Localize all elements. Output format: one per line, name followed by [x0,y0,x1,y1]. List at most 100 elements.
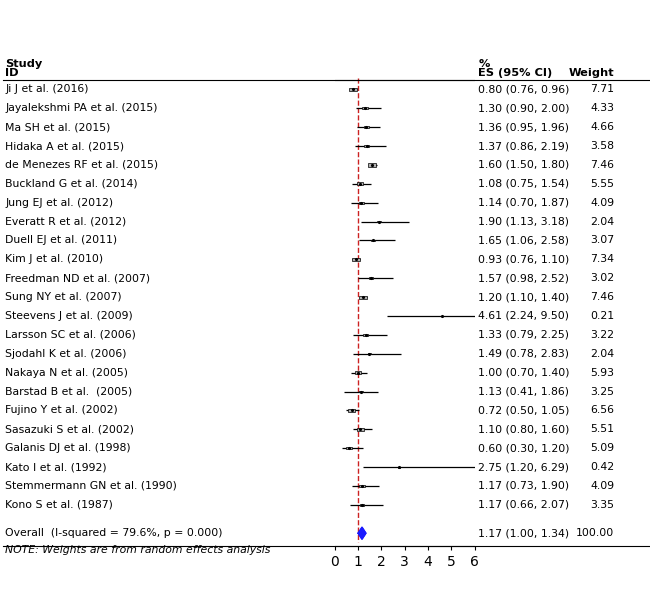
Bar [348,409,355,412]
Bar [363,334,368,336]
Bar [359,202,364,204]
Text: Study: Study [5,59,42,69]
Text: 7.71: 7.71 [590,84,614,94]
Text: %: % [478,59,490,69]
Text: Sasazuki S et al. (2002): Sasazuki S et al. (2002) [5,424,134,434]
Text: Jung EJ et al. (2012): Jung EJ et al. (2012) [5,197,113,208]
Bar [369,277,374,279]
Text: 1.17 (0.66, 2.07): 1.17 (0.66, 2.07) [478,500,569,510]
Text: 1.37 (0.86, 2.19): 1.37 (0.86, 2.19) [478,141,569,151]
Text: 2.04: 2.04 [590,216,614,226]
Text: 0.60 (0.30, 1.20): 0.60 (0.30, 1.20) [478,443,570,453]
Text: 1.17 (1.00, 1.34): 1.17 (1.00, 1.34) [478,528,569,538]
Text: 1.33 (0.79, 2.25): 1.33 (0.79, 2.25) [478,330,569,340]
Text: ID: ID [5,68,19,78]
Bar [368,164,376,167]
Text: 100.00: 100.00 [576,528,614,538]
Text: 0.72 (0.50, 1.05): 0.72 (0.50, 1.05) [478,405,570,416]
Bar [352,258,360,261]
Text: 1.49 (0.78, 2.83): 1.49 (0.78, 2.83) [478,349,569,359]
Text: 5.51: 5.51 [590,424,614,434]
Text: 1.13 (0.41, 1.86): 1.13 (0.41, 1.86) [478,387,569,397]
Text: 1.57 (0.98, 2.52): 1.57 (0.98, 2.52) [478,273,569,284]
Text: Overall  (I-squared = 79.6%, p = 0.000): Overall (I-squared = 79.6%, p = 0.000) [5,528,223,538]
Text: 0.21: 0.21 [590,311,614,321]
Bar [349,88,358,91]
Text: Kato I et al. (1992): Kato I et al. (1992) [5,462,107,472]
Bar [362,107,368,109]
Text: 4.09: 4.09 [590,197,614,208]
Text: 1.08 (0.75, 1.54): 1.08 (0.75, 1.54) [478,179,569,189]
Text: 3.35: 3.35 [590,500,614,510]
Text: ES (95% CI): ES (95% CI) [478,68,552,78]
Text: Sung NY et al. (2007): Sung NY et al. (2007) [5,292,122,302]
Text: Hidaka A et al. (2015): Hidaka A et al. (2015) [5,141,124,151]
Text: Ji J et al. (2016): Ji J et al. (2016) [5,84,88,94]
Bar [355,371,361,374]
Bar [346,447,352,450]
Text: Jayalekshmi PA et al. (2015): Jayalekshmi PA et al. (2015) [5,103,158,113]
Text: Larsson SC et al. (2006): Larsson SC et al. (2006) [5,330,136,340]
Text: 5.55: 5.55 [590,179,614,189]
Polygon shape [358,527,366,539]
Text: 0.42: 0.42 [590,462,614,472]
Text: 3.58: 3.58 [590,141,614,151]
Text: Stemmermann GN et al. (1990): Stemmermann GN et al. (1990) [5,481,177,491]
Text: 1.36 (0.95, 1.96): 1.36 (0.95, 1.96) [478,122,569,132]
Text: 3.07: 3.07 [590,236,614,245]
Bar [363,126,369,129]
Text: 7.46: 7.46 [590,292,614,302]
Text: Steevens J et al. (2009): Steevens J et al. (2009) [5,311,133,321]
Text: 4.66: 4.66 [590,122,614,132]
Text: 1.90 (1.13, 3.18): 1.90 (1.13, 3.18) [478,216,569,226]
Text: 1.17 (0.73, 1.90): 1.17 (0.73, 1.90) [478,481,569,491]
Text: Kim J et al. (2010): Kim J et al. (2010) [5,255,103,264]
Text: 4.33: 4.33 [590,103,614,113]
Text: 3.02: 3.02 [590,273,614,284]
Bar [357,183,363,185]
Text: 4.09: 4.09 [590,481,614,491]
Text: 0.80 (0.76, 0.96): 0.80 (0.76, 0.96) [478,84,570,94]
Text: 2.04: 2.04 [590,349,614,359]
Text: 3.25: 3.25 [590,387,614,397]
Text: Weight: Weight [569,68,614,78]
Text: 6.56: 6.56 [590,405,614,416]
Text: 0.93 (0.76, 1.10): 0.93 (0.76, 1.10) [478,255,569,264]
Text: 3.22: 3.22 [590,330,614,340]
Text: 7.34: 7.34 [590,255,614,264]
Text: Buckland G et al. (2014): Buckland G et al. (2014) [5,179,138,189]
Bar [364,145,369,147]
Text: Everatt R et al. (2012): Everatt R et al. (2012) [5,216,127,226]
Text: Barstad B et al.  (2005): Barstad B et al. (2005) [5,387,133,397]
Text: 1.60 (1.50, 1.80): 1.60 (1.50, 1.80) [478,160,569,170]
Bar [359,391,363,392]
Text: Ma SH et al. (2015): Ma SH et al. (2015) [5,122,110,132]
Text: 2.75 (1.20, 6.29): 2.75 (1.20, 6.29) [478,462,569,472]
Text: 4.61 (2.24, 9.50): 4.61 (2.24, 9.50) [478,311,569,321]
Text: de Menezes RF et al. (2015): de Menezes RF et al. (2015) [5,160,159,170]
Text: Freedman ND et al. (2007): Freedman ND et al. (2007) [5,273,150,284]
Text: Fujino Y et al. (2002): Fujino Y et al. (2002) [5,405,118,416]
Text: 1.14 (0.70, 1.87): 1.14 (0.70, 1.87) [478,197,569,208]
Text: 1.30 (0.90, 2.00): 1.30 (0.90, 2.00) [478,103,570,113]
Text: Sjodahl K et al. (2006): Sjodahl K et al. (2006) [5,349,127,359]
Text: 7.46: 7.46 [590,160,614,170]
Bar [358,428,363,430]
Bar [441,315,443,316]
Text: 1.00 (0.70, 1.40): 1.00 (0.70, 1.40) [478,368,570,378]
Text: 1.10 (0.80, 1.60): 1.10 (0.80, 1.60) [478,424,570,434]
Text: 1.65 (1.06, 2.58): 1.65 (1.06, 2.58) [478,236,569,245]
Text: Galanis DJ et al. (1998): Galanis DJ et al. (1998) [5,443,131,453]
Text: Nakaya N et al. (2005): Nakaya N et al. (2005) [5,368,128,378]
Bar [359,485,365,487]
Bar [359,295,367,299]
Text: Duell EJ et al. (2011): Duell EJ et al. (2011) [5,236,117,245]
Text: NOTE: Weights are from random effects analysis: NOTE: Weights are from random effects an… [5,546,270,555]
Text: 1.20 (1.10, 1.40): 1.20 (1.10, 1.40) [478,292,569,302]
Bar [377,221,381,222]
Bar [359,504,364,506]
Text: 5.93: 5.93 [590,368,614,378]
Text: 5.09: 5.09 [590,443,614,453]
Text: Kono S et al. (1987): Kono S et al. (1987) [5,500,113,510]
Bar [371,240,375,241]
